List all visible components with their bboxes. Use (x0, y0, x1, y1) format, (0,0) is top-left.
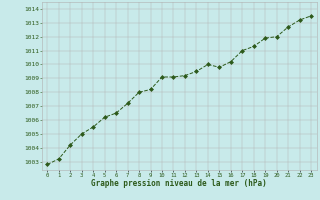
X-axis label: Graphe pression niveau de la mer (hPa): Graphe pression niveau de la mer (hPa) (91, 179, 267, 188)
